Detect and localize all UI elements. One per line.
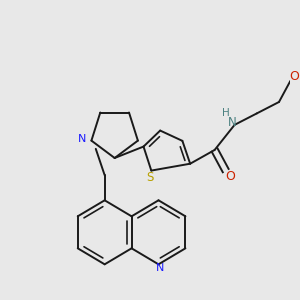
Text: H: H [222, 108, 230, 118]
Text: S: S [146, 171, 154, 184]
Text: O: O [225, 170, 235, 183]
Text: O: O [290, 70, 299, 83]
Text: N: N [155, 263, 164, 273]
Text: N: N [78, 134, 87, 145]
Text: N: N [228, 116, 237, 129]
